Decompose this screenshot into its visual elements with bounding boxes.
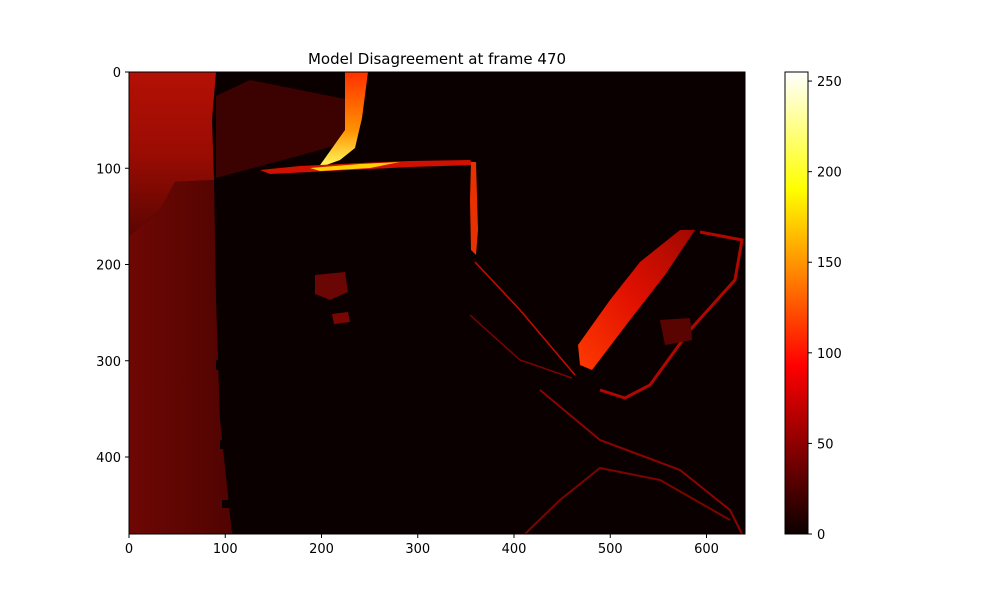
y-tick-label: 200: [96, 259, 121, 274]
colorbar-tick-label: 0: [817, 528, 825, 543]
heatmap-line-diag-2: [469, 314, 573, 379]
colorbar-tick-label: 50: [817, 437, 834, 452]
y-tick-label: 0: [113, 66, 121, 81]
heatmap-region-left-lower: [129, 180, 232, 534]
colorbar-tick-label: 250: [817, 75, 842, 90]
x-axis-ticks: 0 100 200 300 400 500 600: [125, 534, 719, 557]
chart-title: Model Disagreement at frame 470: [308, 50, 566, 68]
x-tick-label: 300: [405, 542, 430, 557]
heatmap-patch-mid-1: [315, 272, 348, 300]
colorbar-gradient: [784, 71, 809, 535]
colorbar-tick-label: 100: [817, 347, 842, 362]
heatmap-line-diag-3: [539, 389, 743, 535]
x-tick-label: 0: [125, 542, 133, 557]
colorbar: 0 50 100 150 200 250: [784, 71, 842, 543]
x-tick-label: 100: [213, 542, 238, 557]
plot-frame: [128, 71, 746, 535]
heatmap-line-diag-4: [524, 466, 731, 535]
x-tick-label: 600: [694, 542, 719, 557]
heatmap-region-left-upper: [129, 72, 216, 236]
y-tick-label: 400: [96, 451, 121, 466]
heatmap-edge-vertical: [470, 162, 478, 255]
y-axis-ticks: 0 100 200 300 400: [96, 66, 129, 466]
heatmap-patch-right: [660, 318, 692, 345]
y-tick-label: 100: [96, 162, 121, 177]
x-tick-label: 200: [309, 542, 334, 557]
colorbar-tick-label: 150: [817, 256, 842, 271]
y-tick-label: 300: [96, 355, 121, 370]
heatmap-strip-top: [318, 72, 368, 168]
x-tick-label: 400: [502, 542, 527, 557]
heatmap-image: [129, 72, 745, 535]
heatmap-region-upper-mid: [216, 80, 352, 178]
heatmap-edge-horizontal-bright: [310, 162, 400, 171]
colorbar-tick-label: 200: [817, 166, 842, 181]
heatmap-line-diag-1: [474, 261, 576, 376]
heatmap-patch-mid-2: [332, 312, 350, 324]
x-tick-label: 500: [598, 542, 623, 557]
heatmap-streak-right: [578, 230, 695, 370]
colorbar-ticks: 0 50 100 150 200 250: [808, 75, 842, 543]
